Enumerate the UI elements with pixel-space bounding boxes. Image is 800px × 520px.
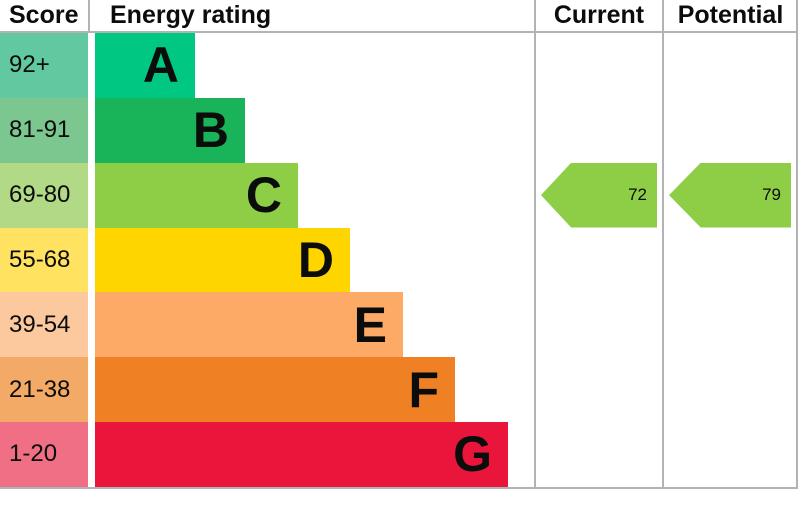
band-letter-d: D	[297, 231, 334, 288]
band-letter-b: B	[192, 102, 229, 159]
column-header-score: Score	[9, 1, 79, 29]
score-cell-g: 1-20	[0, 422, 88, 487]
column-header-current: Current	[553, 1, 645, 29]
band-letter-g: G	[453, 426, 492, 483]
column-header-potential: Potential	[677, 1, 784, 29]
band-bar-g: G	[95, 422, 508, 487]
score-label-e: 39-54	[9, 310, 71, 338]
band-bar-c: C	[95, 162, 298, 228]
band-bar-d: D	[95, 227, 350, 293]
score-cell-e: 39-54	[0, 292, 88, 358]
current-rating-arrow: 72	[541, 162, 657, 228]
score-cell-a: 92+	[0, 33, 88, 98]
band-row-g: 1-20 G	[0, 422, 508, 487]
score-label-d: 55-68	[9, 245, 71, 273]
band-letter-e: E	[353, 296, 387, 353]
score-label-a: 92+	[9, 51, 50, 79]
score-label-c: 69-80	[9, 181, 71, 209]
column-header-energy-rating: Energy rating	[110, 1, 272, 29]
band-bar-a: A	[95, 33, 195, 98]
band-row-e: 39-54 E	[0, 292, 508, 358]
current-rating-value: 72	[628, 185, 647, 205]
band-bar-f: F	[95, 357, 455, 423]
band-letter-c: C	[245, 167, 282, 224]
band-row-c: 69-80 C	[0, 162, 508, 228]
band-bar-b: B	[95, 97, 245, 163]
score-label-b: 81-91	[9, 116, 71, 144]
band-letter-a: A	[142, 37, 179, 94]
band-rows: 92+ A 81-91 B 69-80 C 55-68	[0, 33, 508, 487]
potential-column-divider	[662, 0, 664, 489]
score-label-f: 21-38	[9, 375, 71, 403]
band-row-b: 81-91 B	[0, 97, 508, 163]
score-cell-f: 21-38	[0, 357, 88, 423]
table-bottom-border	[0, 487, 798, 489]
band-row-d: 55-68 D	[0, 227, 508, 293]
current-column-divider	[534, 0, 536, 489]
score-cell-c: 69-80	[0, 162, 88, 228]
potential-rating-arrow: 79	[669, 162, 791, 228]
table-right-border	[796, 0, 798, 489]
band-letter-f: F	[408, 361, 439, 418]
score-label-g: 1-20	[9, 440, 58, 468]
potential-rating-value: 79	[762, 185, 781, 205]
band-row-f: 21-38 F	[0, 357, 508, 423]
header-underline	[0, 31, 798, 33]
score-cell-b: 81-91	[0, 97, 88, 163]
score-cell-d: 55-68	[0, 227, 88, 293]
band-bar-e: E	[95, 292, 403, 358]
band-row-a: 92+ A	[0, 33, 508, 98]
score-column-divider	[88, 0, 90, 31]
